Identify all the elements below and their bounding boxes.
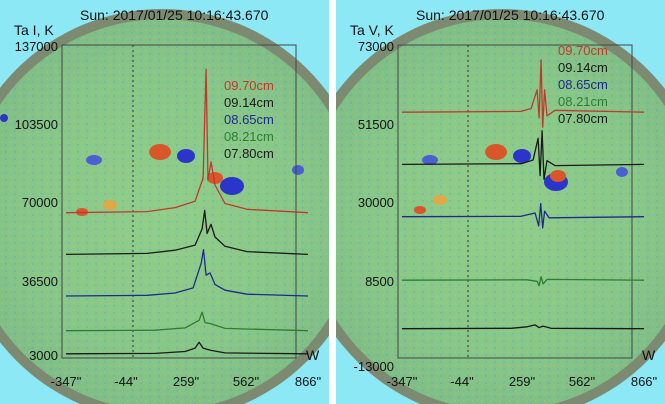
y-tick-label: 51500	[358, 117, 394, 132]
x-tick-label: 866"	[295, 374, 322, 389]
series-group	[65, 68, 309, 355]
chart-panel-intensity: Ta I, K Sun: 2017/01/25 10:16:43.670 137…	[0, 0, 329, 404]
series-line-09-70cm	[65, 68, 309, 214]
legend-entry: 09.14cm	[558, 60, 608, 75]
x-tick-label: -44"	[450, 374, 474, 389]
series-group	[401, 59, 645, 330]
chart-title: Sun: 2017/01/25 10:16:43.670	[80, 7, 269, 23]
y-axis-label: Ta I, K	[14, 22, 54, 38]
x-tick-label: 259"	[509, 374, 536, 389]
x-axis-label: W	[306, 347, 320, 363]
series-line-08-65cm	[401, 202, 645, 229]
y-tick-label: 8500	[365, 274, 394, 289]
y-tick-label: 30000	[358, 195, 394, 210]
series-line-09-70cm	[401, 59, 645, 128]
panel-divider	[329, 0, 336, 404]
active-regions	[414, 144, 628, 214]
chart-panel-polarization: Ta V, K Sun: 2017/01/25 10:16:43.670 730…	[336, 0, 665, 404]
x-tick-label: -347"	[387, 374, 418, 389]
series-line-08-21cm	[401, 276, 645, 287]
y-tick-label: -13000	[354, 359, 394, 374]
series-line-08-21cm	[65, 311, 309, 332]
chart-title: Sun: 2017/01/25 10:16:43.670	[416, 7, 605, 23]
x-tick-label: 866"	[631, 374, 658, 389]
legend-entry: 08.65cm	[558, 77, 608, 92]
x-tick-label: -347"	[51, 374, 82, 389]
plot-frame	[61, 44, 297, 359]
active-regions	[0, 114, 304, 216]
x-tick-label: 562"	[233, 374, 260, 389]
series-line-07-80cm	[401, 324, 645, 330]
y-tick-label: 3000	[29, 348, 58, 363]
x-tick-label: 562"	[569, 374, 596, 389]
x-tick-label: -44"	[114, 374, 138, 389]
series-line-07-80cm	[65, 341, 309, 355]
legend-entry: 07.80cm	[224, 146, 274, 161]
y-tick-label: 70000	[22, 195, 58, 210]
legend-entry: 08.65cm	[224, 112, 274, 127]
legend: 09.70cm 09.14cm 08.65cm 08.21cm 07.80cm	[224, 78, 274, 161]
y-tick-label: 137000	[15, 39, 58, 54]
y-axis-label: Ta V, K	[350, 22, 395, 38]
series-line-09-14cm	[401, 130, 645, 181]
legend-entry: 09.14cm	[224, 95, 274, 110]
legend-entry: 08.21cm	[558, 94, 608, 109]
x-tick-label: 259"	[173, 374, 200, 389]
series-line-09-14cm	[65, 209, 309, 256]
legend-entry: 09.70cm	[558, 43, 608, 58]
x-axis-label: W	[642, 347, 656, 363]
chart-svg-intensity: Ta I, K Sun: 2017/01/25 10:16:43.670 137…	[0, 7, 329, 404]
legend-entry: 09.70cm	[224, 78, 274, 93]
y-tick-label: 103500	[15, 117, 58, 132]
plot-frame	[397, 44, 633, 359]
series-line-08-65cm	[65, 249, 309, 297]
y-tick-label: 73000	[358, 39, 394, 54]
legend: 09.70cm 09.14cm 08.65cm 08.21cm 07.80cm	[558, 43, 608, 126]
legend-entry: 07.80cm	[558, 111, 608, 126]
y-tick-label: 36500	[22, 274, 58, 289]
chart-svg-polarization: Ta V, K Sun: 2017/01/25 10:16:43.670 730…	[336, 7, 665, 404]
legend-entry: 08.21cm	[224, 129, 274, 144]
